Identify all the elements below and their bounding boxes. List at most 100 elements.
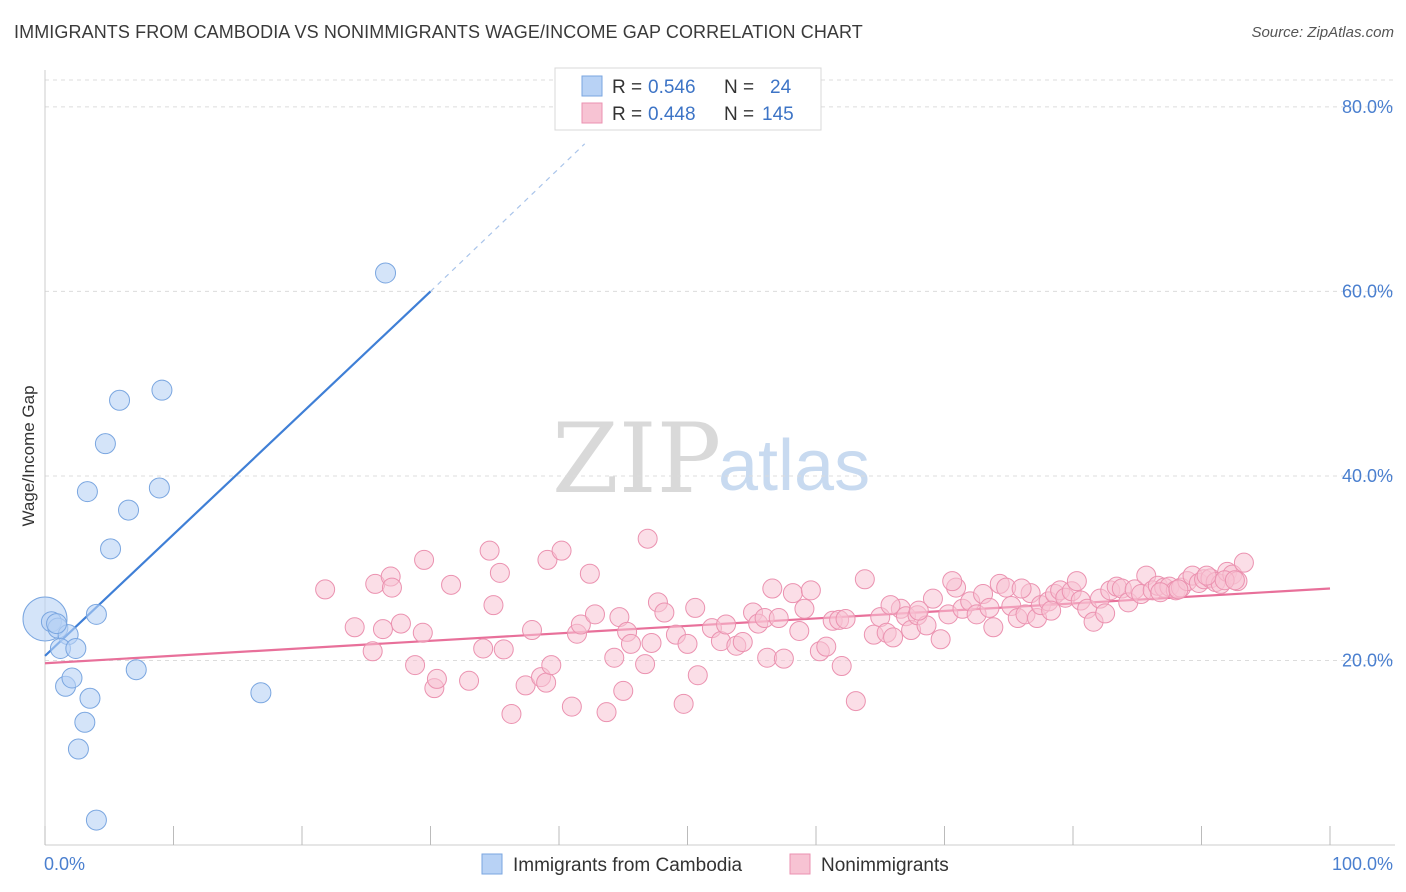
bottom-legend-label-pink: Nonimmigrants (821, 855, 949, 876)
nonimmigrants-point-38 (620, 633, 641, 654)
legend-n-label-blue: N = (724, 77, 754, 98)
bottom-legend-swatch-blue (481, 853, 503, 875)
bottom-legend-swatch-pink (789, 853, 811, 875)
nonimmigrants-point-70 (831, 656, 852, 677)
nonimmigrants-point-83 (930, 629, 951, 650)
cambodia-point-8 (79, 687, 101, 709)
nonimmigrants-point-66 (816, 636, 837, 657)
watermark: ZIP atlas (552, 403, 870, 515)
nonimmigrants-point-48 (687, 665, 708, 686)
chart-title: IMMIGRANTS FROM CAMBODIA VS NONIMMIGRANT… (14, 22, 863, 42)
cambodia-point-15 (118, 499, 140, 521)
cambodia-point-13 (100, 538, 122, 560)
nonimmigrants-point-10 (414, 549, 435, 570)
nonimmigrants-point-39 (635, 654, 656, 675)
nonimmigrants-point-4 (372, 619, 393, 640)
legend-r-value-blue: 0.546 (648, 77, 696, 98)
legend-swatch-pink (581, 102, 603, 124)
nonimmigrants-point-27 (551, 540, 572, 561)
cambodia-point-19 (151, 379, 173, 401)
nonimmigrants-point-57 (762, 578, 783, 599)
watermark-zip: ZIP (552, 403, 721, 515)
bottom-legend-label-blue: Immigrants from Cambodia (513, 855, 743, 876)
nonimmigrants-point-22 (522, 620, 543, 641)
legend-n-value-pink: 145 (762, 104, 794, 125)
nonimmigrants-point-14 (459, 670, 480, 691)
legend-swatch-blue (581, 75, 603, 97)
nonimmigrants-point-140 (1150, 582, 1171, 603)
nonimmigrants-point-144 (1224, 570, 1245, 591)
nonimmigrants-point-30 (570, 614, 591, 635)
trend-lines (44, 143, 1331, 665)
nonimmigrants-point-136 (908, 600, 929, 621)
x-tick-label-1: 100.0% (1332, 854, 1393, 874)
cambodia-point-11 (85, 809, 107, 831)
nonimmigrants-point-138 (1011, 578, 1032, 599)
nonimmigrants-point-110 (1095, 603, 1116, 624)
trend-line-cambodia-extension (430, 143, 586, 292)
nonimmigrants-point-0 (315, 579, 336, 600)
nonimmigrants-point-46 (677, 633, 698, 654)
nonimmigrants-point-53 (732, 632, 753, 653)
nonimmigrants-point-45 (673, 693, 694, 714)
nonimmigrants-point-24 (536, 672, 557, 693)
nonimmigrants-point-63 (794, 598, 815, 619)
axes (44, 70, 1395, 846)
x-tick-labels: 0.0% 100.0% (44, 854, 1393, 874)
nonimmigrants-point-135 (880, 595, 901, 616)
y-tick-label-1: 40.0% (1342, 466, 1393, 486)
nonimmigrants-point-26 (537, 549, 558, 570)
cambodia-point-9 (74, 711, 96, 733)
watermark-atlas: atlas (718, 426, 870, 506)
nonimmigrants-point-33 (596, 702, 617, 723)
nonimmigrants-point-69 (835, 608, 856, 629)
legend-r-label-pink: R = (612, 104, 642, 125)
nonimmigrants-point-34 (604, 647, 625, 668)
nonimmigrants-point-58 (757, 647, 778, 668)
nonimmigrants-points (315, 528, 1254, 724)
nonimmigrants-point-21 (515, 675, 536, 696)
nonimmigrants-point-28 (561, 696, 582, 717)
nonimmigrants-point-51 (716, 614, 737, 635)
y-tick-label-3: 80.0% (1342, 97, 1393, 117)
nonimmigrants-point-137 (942, 571, 963, 592)
nonimmigrants-point-6 (381, 577, 402, 598)
nonimmigrants-point-20 (501, 703, 522, 724)
y-tick-label-2: 60.0% (1342, 281, 1393, 301)
cambodia-point-14 (76, 481, 98, 503)
cambodia-point-17 (94, 433, 116, 455)
x-tick-label-0: 0.0% (44, 854, 85, 874)
nonimmigrants-point-9 (412, 622, 433, 643)
cambodia-point-10 (67, 738, 89, 760)
nonimmigrants-point-19 (493, 639, 514, 660)
y-tick-label-0: 20.0% (1342, 650, 1393, 670)
nonimmigrants-point-142 (1196, 565, 1217, 586)
nonimmigrants-point-17 (483, 595, 504, 616)
bottom-legend: Immigrants from Cambodia Nonimmigrants (481, 853, 949, 876)
nonimmigrants-point-8 (405, 655, 426, 676)
nonimmigrants-point-16 (479, 540, 500, 561)
nonimmigrants-point-13 (441, 574, 462, 595)
source-credit: Source: ZipAtlas.com (1251, 24, 1394, 41)
y-tick-labels: 20.0% 40.0% 60.0% 80.0% (1342, 97, 1393, 671)
nonimmigrants-point-72 (854, 569, 875, 590)
nonimmigrants-point-76 (883, 627, 904, 648)
nonimmigrants-point-40 (641, 632, 662, 653)
nonimmigrants-point-134 (1233, 552, 1254, 573)
nonimmigrants-point-25 (541, 655, 562, 676)
nonimmigrants-point-90 (979, 597, 1000, 618)
nonimmigrants-point-15 (473, 638, 494, 659)
nonimmigrants-point-60 (773, 648, 794, 669)
cambodia-point-7 (61, 667, 83, 689)
nonimmigrants-point-18 (489, 562, 510, 583)
nonimmigrants-point-2 (362, 641, 383, 662)
nonimmigrants-point-141 (1168, 579, 1189, 600)
nonimmigrants-point-91 (983, 617, 1004, 638)
nonimmigrants-point-12 (426, 668, 447, 689)
nonimmigrants-point-105 (1066, 571, 1087, 592)
nonimmigrants-point-31 (579, 563, 600, 584)
cambodia-point-12 (85, 603, 107, 625)
nonimmigrants-point-43 (654, 602, 675, 623)
y-axis-label: Wage/Income Gap (19, 385, 38, 526)
